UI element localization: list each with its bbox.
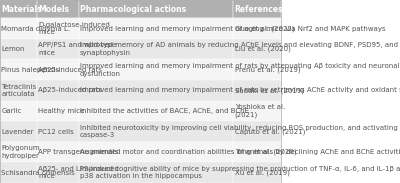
Text: Improved learning and memory impairment of rats by retrieving AChE activity and : Improved learning and memory impairment …: [80, 87, 400, 93]
Bar: [36, 39, 79, 59]
Text: Inhibited the activities of BACE, AChE, and BChE: Inhibited the activities of BACE, AChE, …: [80, 108, 249, 114]
Bar: [233, 39, 281, 59]
Text: Inhibited neurotoxicity by improving cell viability, reducing ROS production, an: Inhibited neurotoxicity by improving cel…: [80, 125, 398, 138]
Bar: [0, 59, 36, 80]
Bar: [79, 80, 233, 101]
Text: Polygonum
hydropiper: Polygonum hydropiper: [2, 145, 40, 159]
Bar: [79, 39, 233, 59]
Bar: [233, 101, 281, 121]
Bar: [36, 80, 79, 101]
Bar: [233, 59, 281, 80]
Bar: [79, 0, 233, 18]
Text: Aβ25- and LPS-induced
mice: Aβ25- and LPS-induced mice: [38, 166, 119, 180]
Text: Tong et al. (2020): Tong et al. (2020): [235, 149, 296, 155]
Text: References: References: [235, 5, 283, 14]
Bar: [79, 163, 233, 183]
Text: Improved learning and memory impairment of aging mice via Nrf2 and MAPK pathways: Improved learning and memory impairment …: [80, 26, 386, 32]
Text: Pharmacological actions: Pharmacological actions: [80, 5, 186, 14]
Text: Models: Models: [38, 5, 69, 14]
Text: Prenu et al. (2019): Prenu et al. (2019): [235, 66, 300, 73]
Bar: [0, 18, 36, 39]
Bar: [79, 59, 233, 80]
Text: Lavender: Lavender: [2, 128, 34, 135]
Bar: [0, 80, 36, 101]
Text: Caputo et al. (2021): Caputo et al. (2021): [235, 128, 305, 135]
Text: D-galactose-induced
mice: D-galactose-induced mice: [38, 22, 110, 35]
Text: Saddki et al. (2019): Saddki et al. (2019): [235, 87, 304, 94]
Bar: [36, 121, 79, 142]
Text: Momarda didyma L.: Momarda didyma L.: [2, 26, 70, 32]
Text: Pinus halepensis: Pinus halepensis: [2, 67, 60, 73]
Text: Tetraclinis
articulata: Tetraclinis articulata: [2, 84, 36, 97]
Text: APP transgene animals: APP transgene animals: [38, 149, 118, 155]
Bar: [233, 163, 281, 183]
Bar: [0, 0, 36, 18]
Bar: [233, 121, 281, 142]
Bar: [0, 121, 36, 142]
Text: Lemon: Lemon: [2, 46, 25, 52]
Bar: [233, 142, 281, 163]
Bar: [36, 59, 79, 80]
Bar: [36, 163, 79, 183]
Text: PC12 cells: PC12 cells: [38, 128, 74, 135]
Text: Healthy mice: Healthy mice: [38, 108, 84, 114]
Text: Improved learning and memory impairment of rats by attenuating Aβ toxicity and n: Improved learning and memory impairment …: [80, 63, 400, 76]
Text: Guo et al. (2022): Guo et al. (2022): [235, 25, 294, 32]
Text: Schisandra chinensis: Schisandra chinensis: [2, 170, 75, 176]
Bar: [233, 0, 281, 18]
Text: Aβ25-induced rats: Aβ25-induced rats: [38, 87, 102, 93]
Bar: [36, 101, 79, 121]
Text: Yoshioka et al.
(2021): Yoshioka et al. (2021): [235, 104, 285, 118]
Text: Aβ25-induced rats: Aβ25-induced rats: [38, 67, 102, 73]
Bar: [36, 0, 79, 18]
Bar: [79, 121, 233, 142]
Bar: [233, 18, 281, 39]
Text: Garlic: Garlic: [2, 108, 22, 114]
Bar: [79, 101, 233, 121]
Bar: [79, 18, 233, 39]
Bar: [36, 18, 79, 39]
Text: Liu et al. (2020): Liu et al. (2020): [235, 46, 290, 53]
Bar: [0, 142, 36, 163]
Text: Augmented motor and coordination abilities of animals by declining AChE and BChE: Augmented motor and coordination abiliti…: [80, 149, 400, 155]
Bar: [0, 163, 36, 183]
Bar: [36, 142, 79, 163]
Text: Improved cognitive ability of mice by suppressing the production of TNF-α, IL-6,: Improved cognitive ability of mice by su…: [80, 166, 400, 180]
Text: Improved memory of AD animals by reducing AChE levels and elevating BDNF, PSD95,: Improved memory of AD animals by reducin…: [80, 42, 398, 56]
Bar: [79, 142, 233, 163]
Bar: [0, 39, 36, 59]
Text: APP/PS1 and wild-type
mice: APP/PS1 and wild-type mice: [38, 42, 116, 56]
Bar: [233, 80, 281, 101]
Text: Materials: Materials: [2, 5, 42, 14]
Bar: [0, 101, 36, 121]
Text: Xu et al. (2019): Xu et al. (2019): [235, 169, 290, 176]
